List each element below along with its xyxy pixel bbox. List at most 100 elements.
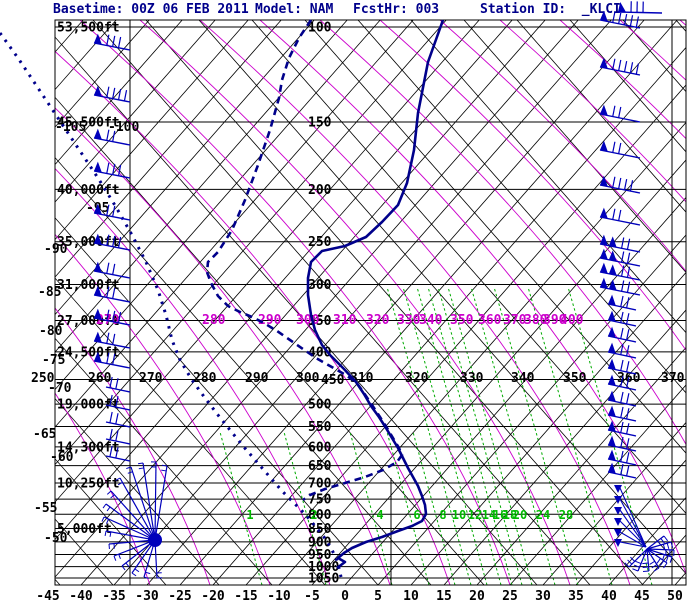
- svg-text:250: 250: [308, 235, 332, 250]
- svg-text:24: 24: [536, 508, 550, 522]
- svg-text:100: 100: [308, 21, 332, 36]
- svg-text:300: 300: [296, 371, 320, 386]
- svg-text:15: 15: [436, 589, 452, 603]
- svg-text:950: 950: [308, 548, 332, 563]
- svg-text:600: 600: [308, 440, 332, 455]
- svg-text:450: 450: [321, 373, 345, 388]
- svg-text:2: 2: [310, 508, 317, 522]
- wind-barbs: [93, 1, 675, 579]
- svg-text:50: 50: [667, 589, 683, 603]
- svg-text:25: 25: [502, 589, 518, 603]
- svg-text:380: 380: [524, 313, 548, 328]
- svg-text:14,300ft: 14,300ft: [57, 440, 120, 455]
- svg-text:320: 320: [366, 313, 390, 328]
- svg-text:-75: -75: [42, 353, 65, 368]
- svg-text:-40: -40: [69, 589, 93, 603]
- svg-text:290: 290: [245, 371, 269, 386]
- svg-text:40: 40: [601, 589, 617, 603]
- svg-text:-55: -55: [34, 501, 57, 516]
- svg-text:-65: -65: [33, 427, 56, 442]
- svg-text:1: 1: [246, 508, 253, 522]
- svg-text:370: 370: [503, 313, 527, 328]
- svg-text:19,000ft: 19,000ft: [57, 398, 120, 413]
- svg-text:16: 16: [493, 508, 507, 522]
- svg-text:5: 5: [374, 589, 382, 603]
- svg-text:31,000ft: 31,000ft: [57, 278, 120, 293]
- svg-text:-85: -85: [38, 285, 61, 300]
- svg-text:-80: -80: [39, 324, 63, 339]
- header-model: Model: NAM: [255, 2, 334, 17]
- svg-text:360: 360: [478, 313, 502, 328]
- svg-text:300: 300: [296, 313, 320, 328]
- temperature-trace: [306, 19, 445, 570]
- svg-text:12: 12: [468, 508, 482, 522]
- svg-text:310: 310: [333, 313, 357, 328]
- svg-text:10: 10: [403, 589, 419, 603]
- svg-text:14: 14: [482, 508, 496, 522]
- svg-text:6: 6: [413, 508, 420, 522]
- svg-text:-15: -15: [234, 589, 257, 603]
- svg-text:-30: -30: [135, 589, 159, 603]
- svg-text:18: 18: [503, 508, 517, 522]
- svg-text:4: 4: [376, 508, 383, 522]
- svg-text:1050: 1050: [308, 572, 339, 587]
- svg-text:280: 280: [193, 371, 217, 386]
- moisture-trace-dotted: [0, 32, 343, 578]
- svg-text:27,000ft: 27,000ft: [57, 314, 120, 329]
- header-basetime: Basetime: 00Z 06 FEB 2011: [53, 2, 249, 17]
- header-station: Station ID: _KLCI: [480, 2, 621, 17]
- svg-text:800: 800: [308, 508, 332, 523]
- svg-text:340: 340: [511, 371, 535, 386]
- svg-text:-70: -70: [48, 381, 72, 396]
- svg-text:300: 300: [308, 278, 332, 293]
- svg-text:-90: -90: [44, 242, 68, 257]
- svg-text:40,000ft: 40,000ft: [57, 183, 120, 198]
- svg-text:28: 28: [559, 508, 573, 522]
- svg-text:-5: -5: [304, 589, 320, 603]
- svg-text:35: 35: [568, 589, 584, 603]
- svg-text:45: 45: [634, 589, 650, 603]
- svg-text:200: 200: [308, 183, 332, 198]
- svg-text:340: 340: [419, 313, 443, 328]
- svg-text:-60: -60: [50, 450, 74, 465]
- svg-text:900: 900: [308, 535, 332, 550]
- svg-text:-50: -50: [44, 531, 68, 546]
- svg-text:330: 330: [460, 371, 484, 386]
- svg-text:10,250ft: 10,250ft: [57, 476, 120, 491]
- svg-text:-105: -105: [55, 120, 86, 135]
- header-fcsthr: FcstHr: 003: [353, 2, 440, 17]
- svg-text:550: 550: [308, 420, 332, 435]
- sounding-curves: [0, 19, 445, 578]
- svg-text:0: 0: [341, 589, 349, 603]
- svg-text:260: 260: [88, 371, 112, 386]
- svg-text:-45: -45: [36, 589, 59, 603]
- dewpoint-trace: [205, 19, 404, 502]
- svg-text:350: 350: [450, 313, 474, 328]
- svg-text:-35: -35: [102, 589, 125, 603]
- svg-text:500: 500: [308, 398, 332, 413]
- svg-text:700: 700: [308, 476, 332, 491]
- svg-text:370: 370: [661, 371, 685, 386]
- svg-text:30: 30: [535, 589, 551, 603]
- svg-text:-100: -100: [108, 120, 139, 135]
- svg-text:-10: -10: [267, 589, 291, 603]
- svg-text:350: 350: [563, 371, 587, 386]
- svg-text:35,000ft: 35,000ft: [57, 235, 120, 250]
- svg-text:270: 270: [139, 371, 163, 386]
- svg-text:-20: -20: [201, 589, 225, 603]
- svg-text:390: 390: [543, 313, 567, 328]
- svg-text:53,500ft: 53,500ft: [57, 21, 120, 36]
- svg-text:750: 750: [308, 493, 332, 508]
- svg-text:850: 850: [308, 522, 332, 537]
- svg-text:20: 20: [469, 589, 485, 603]
- svg-text:5,000ft: 5,000ft: [57, 522, 112, 537]
- svg-text:8: 8: [439, 508, 446, 522]
- svg-text:45,500ft: 45,500ft: [57, 116, 120, 131]
- svg-text:20: 20: [513, 508, 527, 522]
- moist-adiabat-lines: [55, 20, 686, 585]
- svg-text:400: 400: [560, 313, 584, 328]
- svg-text:-25: -25: [168, 589, 191, 603]
- svg-text:1000: 1000: [308, 560, 339, 575]
